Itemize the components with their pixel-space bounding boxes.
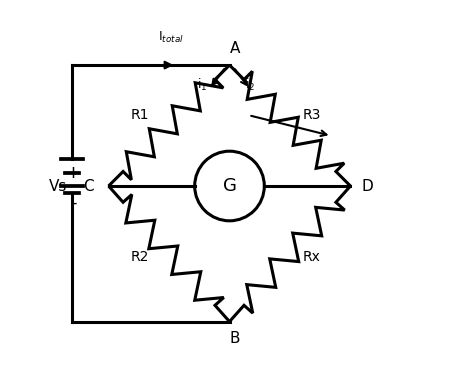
Text: B: B xyxy=(230,331,240,346)
Text: -: - xyxy=(70,193,76,212)
Text: R2: R2 xyxy=(130,250,149,264)
Text: G: G xyxy=(223,177,236,195)
Text: i$_1$: i$_1$ xyxy=(197,77,207,93)
Text: R1: R1 xyxy=(130,108,149,122)
Text: +: + xyxy=(66,164,80,182)
Text: C: C xyxy=(83,179,94,193)
Text: Vs: Vs xyxy=(49,179,67,193)
Text: Rx: Rx xyxy=(303,250,321,264)
Text: A: A xyxy=(230,41,240,56)
Text: i$_2$: i$_2$ xyxy=(245,77,255,93)
Text: D: D xyxy=(361,179,373,193)
Text: I$_{total}$: I$_{total}$ xyxy=(158,30,184,45)
Text: R3: R3 xyxy=(303,108,321,122)
